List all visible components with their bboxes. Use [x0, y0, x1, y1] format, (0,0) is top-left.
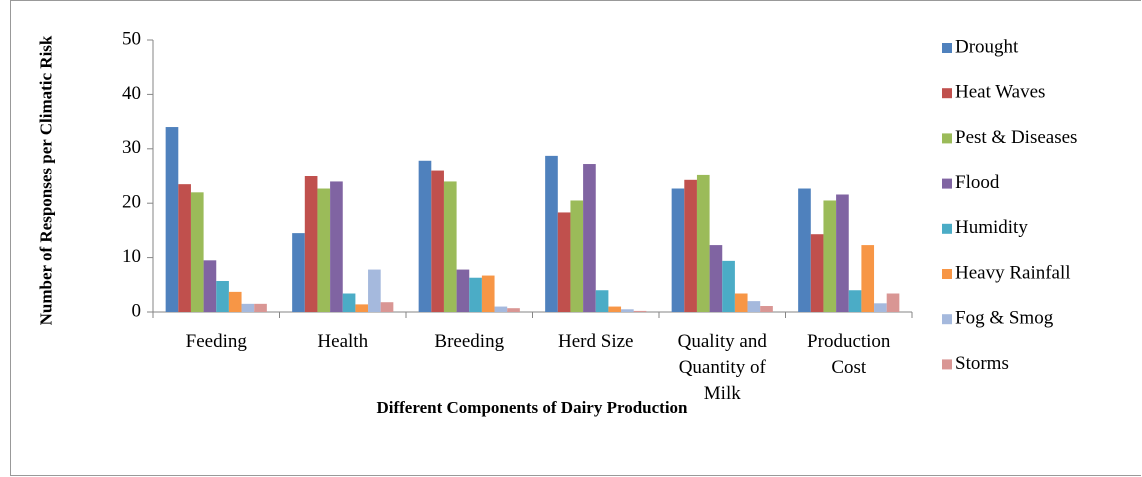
- legend-label: Humidity: [955, 217, 1028, 238]
- legend-swatch: [942, 133, 952, 144]
- bar: [709, 245, 723, 312]
- legend-label: Fog & Smog: [955, 308, 1054, 329]
- bar: [874, 303, 887, 312]
- bar: [848, 290, 862, 312]
- bar: [317, 188, 331, 312]
- bar: [810, 234, 824, 312]
- bar: [456, 269, 470, 312]
- bar: [684, 179, 697, 312]
- bar: [633, 310, 647, 312]
- bar: [798, 188, 811, 312]
- bar: [494, 306, 508, 312]
- x-tick-label: Herd Size: [558, 331, 634, 352]
- bar: [254, 303, 267, 312]
- legend-label: Heavy Rainfall: [955, 262, 1071, 283]
- chart-frame: [10, 0, 1141, 476]
- bar: [734, 293, 748, 312]
- y-tick-label: 10: [122, 246, 141, 267]
- x-tick-label: Health: [317, 331, 369, 352]
- bar: [342, 293, 356, 312]
- y-axis-title: Number of Responses per Climatic Risk: [36, 35, 56, 326]
- bar: [545, 155, 558, 312]
- bar: [304, 176, 318, 312]
- bar: [469, 277, 482, 312]
- bar: [823, 200, 837, 312]
- bar: [165, 127, 179, 312]
- x-tick-label: Feeding: [185, 331, 247, 352]
- bar: [355, 304, 369, 312]
- bar: [836, 194, 849, 312]
- legend-swatch: [942, 359, 952, 370]
- bar: [380, 302, 394, 312]
- bar: [292, 233, 305, 312]
- x-tick-label: Quality and Quantity of Milk: [677, 331, 767, 404]
- bar: [216, 280, 229, 312]
- legend-swatch: [942, 43, 952, 53]
- legend-swatch: [942, 88, 952, 99]
- bar: [481, 275, 495, 312]
- bar: [190, 192, 204, 312]
- y-tick-label: 50: [122, 28, 141, 49]
- bar: [431, 170, 444, 312]
- legend-label: Pest & Diseases: [955, 127, 1077, 148]
- x-axis-title: Different Components of Dairy Production: [376, 398, 688, 417]
- bar: [671, 188, 685, 312]
- bar: [595, 290, 609, 312]
- bar: [241, 303, 255, 312]
- y-tick-label: 40: [122, 83, 141, 104]
- legend-label: Flood: [955, 172, 1000, 193]
- y-tick-label: 20: [122, 192, 141, 213]
- bar: [368, 269, 381, 312]
- bar: [418, 160, 432, 312]
- bar: [570, 200, 584, 312]
- y-tick-label: 0: [132, 300, 142, 321]
- bar: [507, 308, 520, 312]
- bar: [228, 291, 242, 312]
- bar: [722, 260, 735, 312]
- legend-swatch: [942, 314, 952, 325]
- y-tick-label: 30: [122, 137, 141, 158]
- bar: [886, 293, 900, 312]
- legend-swatch: [942, 223, 952, 234]
- legend-label: Drought: [955, 36, 1019, 57]
- bar: [443, 181, 457, 312]
- bar: [557, 212, 571, 312]
- x-tick-label: Production Cost: [807, 331, 891, 378]
- bar: [330, 181, 343, 312]
- bar: [608, 306, 622, 312]
- bar: [861, 245, 875, 312]
- bar: [178, 184, 191, 312]
- legend-label: Heat Waves: [955, 82, 1045, 103]
- bar: [747, 301, 761, 312]
- bar: [760, 306, 773, 312]
- legend-swatch: [942, 269, 952, 279]
- bar: [696, 174, 710, 312]
- bar: [203, 260, 217, 312]
- bar: [621, 309, 634, 312]
- legend-label: Storms: [955, 353, 1009, 374]
- legend-swatch: [942, 178, 952, 189]
- x-tick-label: Breeding: [434, 331, 505, 352]
- bar: [583, 164, 596, 312]
